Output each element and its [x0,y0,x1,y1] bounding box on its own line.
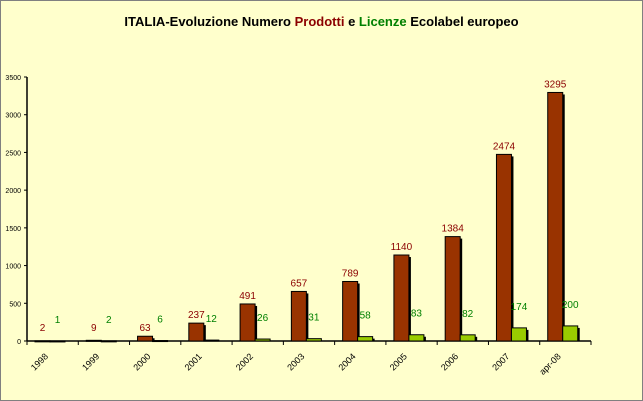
prodotti-data-label: 491 [239,291,256,302]
y-tick-label: 1500 [5,226,21,233]
prodotti-bar [239,303,256,342]
title-licenze: Licenze [358,14,407,29]
licenze-bar [408,334,425,342]
title-prodotti: Prodotti [294,14,345,29]
licenze-data-label: 174 [511,302,528,313]
licenze-bar [203,339,220,342]
x-tick-label: 2004 [336,351,357,372]
prodotti-data-label: 789 [342,268,359,279]
licenze-data-label: 200 [562,300,579,311]
licenze-data-label: 58 [360,311,372,322]
prodotti-data-label: 3295 [544,79,567,90]
licenze-data-label: 31 [308,313,320,324]
y-tick-label: 2000 [5,188,21,195]
licenze-bar [305,338,322,342]
prodotti-data-label: 1384 [442,224,465,235]
prodotti-data-label: 237 [188,310,205,321]
title-e: e [344,14,359,29]
y-tick-label: 1000 [5,264,21,271]
y-tick-label: 3500 [5,75,21,82]
x-tick-label: 2003 [285,351,306,372]
licenze-bar [152,340,169,343]
x-tick-label: 2005 [388,351,409,372]
prodotti-bar [342,280,359,342]
prodotti-data-label: 1140 [391,242,413,253]
y-tick-label: 2500 [5,150,21,157]
prodotti-bar [34,340,51,343]
y-tick-label: 500 [9,301,21,308]
title-ecolabel: Ecolabel europeo [406,14,519,29]
licenze-data-label: 1 [55,315,61,326]
prodotti-data-label: 9 [91,323,97,334]
licenze-bar [357,336,374,342]
x-tick-label: 2007 [490,351,511,372]
licenze-bar [562,325,579,342]
prodotti-bar [85,339,102,342]
licenze-data-label: 82 [462,309,474,320]
licenze-bar [510,327,527,342]
prodotti-data-label: 657 [291,278,308,289]
prodotti-bar [547,91,564,342]
y-tick-label: 3000 [5,113,21,120]
x-tick-label: 1999 [80,351,101,372]
licenze-data-label: 83 [411,309,423,320]
licenze-data-label: 6 [157,315,163,326]
licenze-data-label: 26 [257,313,269,324]
title-text: ITALIA-Evoluzione Numero [124,14,295,29]
prodotti-data-label: 2 [40,323,46,334]
prodotti-bar [393,254,410,342]
licenze-bar [254,338,271,342]
x-tick-label: 2006 [439,351,460,372]
prodotti-bar [188,322,205,342]
x-tick-label: 2001 [183,351,204,372]
prodotti-data-label: 2474 [493,141,516,152]
licenze-data-label: 2 [106,315,112,326]
prodotti-bar [137,335,154,342]
y-tick-label: 0 [17,339,21,346]
x-tick-label: 2000 [131,351,152,372]
x-tick-label: 2002 [234,351,255,372]
prodotti-data-label: 63 [139,323,151,334]
prodotti-bar [495,153,512,342]
x-tick-label: apr-08 [537,351,562,376]
licenze-bar [459,334,476,342]
x-tick-label: 1998 [29,351,50,372]
licenze-bar [49,340,66,343]
prodotti-bar [444,236,461,342]
licenze-data-label: 12 [206,314,218,325]
chart-title: ITALIA-Evoluzione Numero Prodotti e Lice… [1,14,642,29]
prodotti-bar [290,290,307,342]
licenze-bar [100,340,117,343]
